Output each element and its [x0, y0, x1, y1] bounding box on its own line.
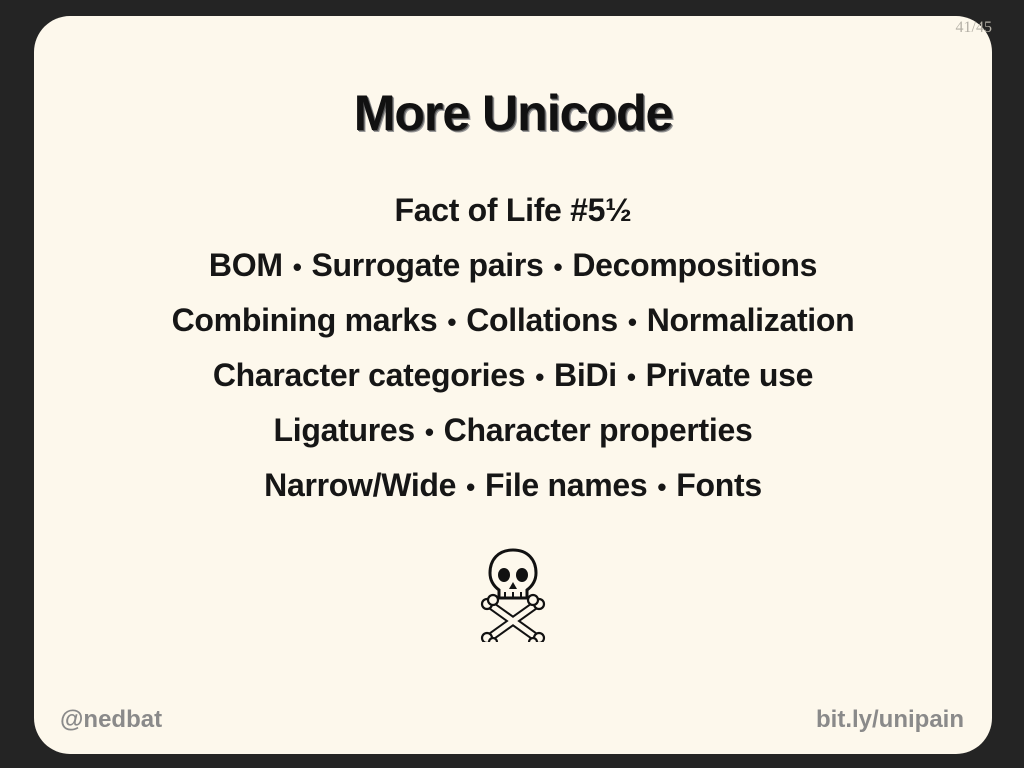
topic-row: Ligatures • Character properties — [34, 408, 992, 463]
bullet-separator: • — [424, 417, 434, 447]
topic-item: File names — [484, 467, 648, 503]
topic-item: Character properties — [443, 412, 753, 448]
topic-row: BOM • Surrogate pairs • Decompositions — [34, 243, 992, 298]
bullet-separator: • — [535, 362, 545, 392]
topic-row: Narrow/Wide • File names • Fonts — [34, 463, 992, 518]
topic-item: Narrow/Wide — [264, 467, 457, 503]
topic-item: Fonts — [676, 467, 762, 503]
bullet-separator: • — [657, 472, 667, 502]
short-link: bit.ly/unipain — [816, 706, 964, 733]
skull-and-crossbones-icon — [480, 548, 546, 642]
page-indicator: 41/45 — [955, 19, 992, 36]
topic-item: Surrogate pairs — [311, 247, 544, 283]
bullet-separator: • — [292, 252, 302, 282]
topic-item: Decompositions — [572, 247, 818, 283]
bullet-separator: • — [466, 472, 475, 502]
slide: 41/45 More Unicode Fact of Life #5½ BOM •… — [34, 16, 992, 754]
topic-item: BiDi — [554, 357, 617, 393]
bullet-separator: • — [626, 362, 636, 392]
subtitle: Fact of Life #5½ — [394, 192, 632, 228]
bullet-separator: • — [447, 307, 457, 337]
twitter-handle: @nedbat — [60, 706, 163, 733]
topic-item: Combining marks — [171, 302, 438, 338]
topic-item: Normalization — [646, 302, 855, 338]
topic-row: Combining marks • Collations • Normalization — [34, 298, 992, 353]
topic-item: Collations — [466, 302, 618, 338]
topic-list: Fact of Life #5½ BOM • Surrogate pairs • Dec… — [34, 188, 992, 518]
topic-item: Private use — [645, 357, 814, 393]
bullet-separator: • — [627, 307, 637, 337]
topic-item: Character categories — [212, 357, 526, 393]
topic-row: Character categories • BiDi • Private use — [34, 353, 992, 408]
bullet-separator: • — [553, 252, 563, 282]
topic-item: BOM — [208, 247, 283, 283]
slide-title: More Unicode — [353, 85, 674, 141]
topic-item: Ligatures — [273, 412, 416, 448]
